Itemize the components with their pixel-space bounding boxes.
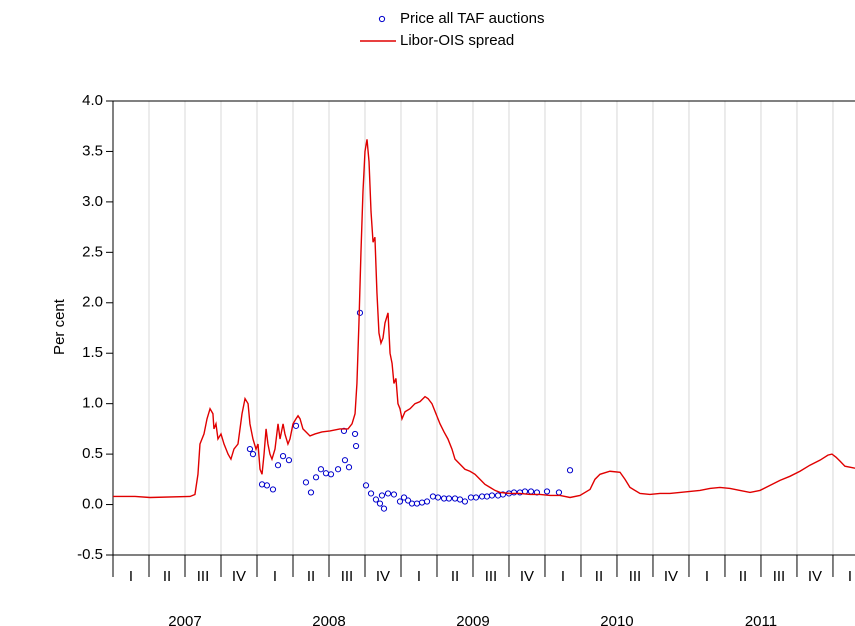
x-tick-label: I — [273, 568, 277, 585]
y-tick-label: 3.5 — [82, 142, 103, 159]
x-tick-label: II — [451, 568, 459, 585]
legend-label: Price all TAF auctions — [400, 10, 545, 27]
y-tick-label: 2.0 — [82, 294, 103, 311]
data-point — [494, 492, 502, 499]
data-point — [258, 481, 266, 488]
data-point — [510, 489, 518, 496]
data-point — [249, 451, 257, 458]
data-point — [408, 500, 416, 507]
data-point — [341, 457, 349, 464]
data-point — [566, 467, 574, 474]
x-tick-label: III — [773, 568, 786, 585]
data-point — [404, 497, 412, 504]
x-tick-label: IV — [376, 568, 390, 585]
data-point — [423, 498, 431, 505]
year-label: 2009 — [456, 613, 489, 626]
data-point — [246, 445, 254, 453]
data-point — [367, 490, 375, 497]
data-point — [396, 498, 404, 505]
x-tick-label: IV — [808, 568, 822, 585]
data-point — [543, 488, 551, 495]
x-tick-label: II — [595, 568, 603, 585]
y-tick-label: 3.0 — [82, 193, 103, 210]
data-point — [279, 453, 287, 460]
x-tick-label: II — [739, 568, 747, 585]
data-point — [499, 491, 507, 498]
x-tick-label: III — [197, 568, 210, 585]
data-point — [376, 500, 384, 507]
data-point — [322, 470, 330, 477]
data-point — [527, 488, 535, 495]
y-tick-label: 2.5 — [82, 243, 103, 260]
data-point — [352, 442, 360, 450]
data-point — [555, 489, 563, 496]
x-tick-label: I — [705, 568, 709, 585]
x-tick-label: I — [417, 568, 421, 585]
x-tick-label: I — [129, 568, 133, 585]
data-point — [378, 492, 386, 499]
data-point — [390, 491, 398, 498]
legend-marker — [378, 15, 386, 23]
y-tick-label: 4.0 — [82, 92, 103, 109]
y-tick-label: 0.0 — [82, 496, 103, 513]
year-label: 2007 — [168, 613, 201, 626]
data-point — [269, 486, 277, 493]
legend-label: Libor-OIS spread — [400, 32, 514, 49]
year-label: 2008 — [312, 613, 345, 626]
year-label: 2011 — [745, 613, 777, 626]
data-point — [380, 505, 388, 512]
x-tick-label: III — [341, 568, 354, 585]
y-tick-label: 0.5 — [82, 445, 103, 462]
x-tick-label: III — [629, 568, 642, 585]
data-point — [302, 479, 310, 486]
y-tick-label: 1.0 — [82, 395, 103, 412]
data-point — [472, 494, 480, 501]
data-point — [274, 462, 282, 469]
data-point — [488, 492, 496, 499]
data-point — [413, 500, 421, 507]
data-point — [362, 482, 370, 489]
data-point — [418, 499, 426, 506]
x-tick-label: IV — [232, 568, 246, 585]
y-tick-label: 1.5 — [82, 344, 103, 361]
x-tick-label: I — [848, 568, 852, 585]
data-point — [312, 474, 320, 481]
data-point — [429, 493, 437, 500]
x-tick-label: III — [485, 568, 498, 585]
data-point — [451, 495, 459, 502]
data-point — [384, 490, 392, 497]
data-point — [292, 422, 300, 429]
data-point — [400, 494, 408, 501]
data-point — [327, 471, 335, 478]
data-point — [285, 457, 293, 464]
data-line — [113, 139, 855, 499]
x-tick-label: II — [163, 568, 171, 585]
x-tick-label: II — [307, 568, 315, 585]
data-point — [461, 498, 469, 505]
data-point — [307, 489, 315, 496]
x-tick-label: IV — [664, 568, 678, 585]
year-label: 2010 — [600, 613, 633, 626]
data-point — [434, 494, 442, 501]
data-point — [351, 430, 359, 438]
y-axis-label: Per cent — [51, 298, 68, 355]
x-tick-label: IV — [520, 568, 534, 585]
data-point — [445, 495, 453, 502]
data-point — [345, 464, 353, 471]
y-tick-label: -0.5 — [77, 546, 103, 563]
data-point — [317, 466, 325, 473]
x-tick-label: I — [561, 568, 565, 585]
data-point — [334, 466, 342, 473]
data-point — [263, 482, 271, 489]
data-point — [372, 496, 380, 503]
